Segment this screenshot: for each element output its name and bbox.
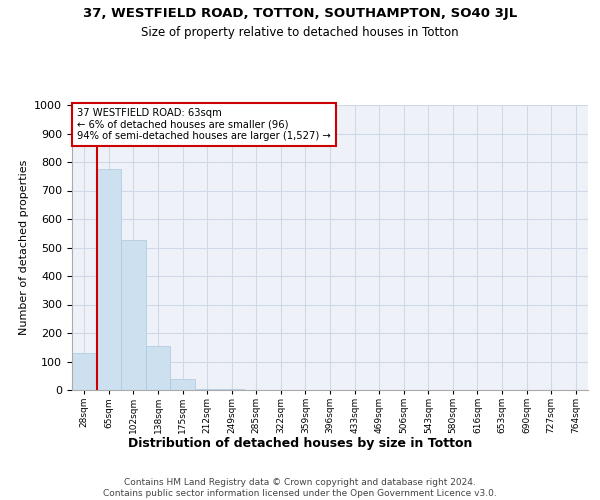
Bar xyxy=(146,346,170,390)
Text: 37 WESTFIELD ROAD: 63sqm
← 6% of detached houses are smaller (96)
94% of semi-de: 37 WESTFIELD ROAD: 63sqm ← 6% of detache… xyxy=(77,108,331,141)
Text: Distribution of detached houses by size in Totton: Distribution of detached houses by size … xyxy=(128,438,472,450)
Y-axis label: Number of detached properties: Number of detached properties xyxy=(19,160,29,335)
Text: Contains HM Land Registry data © Crown copyright and database right 2024.
Contai: Contains HM Land Registry data © Crown c… xyxy=(103,478,497,498)
Bar xyxy=(121,240,146,390)
Bar xyxy=(72,353,97,390)
Bar xyxy=(97,169,121,390)
Text: 37, WESTFIELD ROAD, TOTTON, SOUTHAMPTON, SO40 3JL: 37, WESTFIELD ROAD, TOTTON, SOUTHAMPTON,… xyxy=(83,8,517,20)
Text: Size of property relative to detached houses in Totton: Size of property relative to detached ho… xyxy=(141,26,459,39)
Bar xyxy=(170,378,195,390)
Bar xyxy=(195,388,220,390)
